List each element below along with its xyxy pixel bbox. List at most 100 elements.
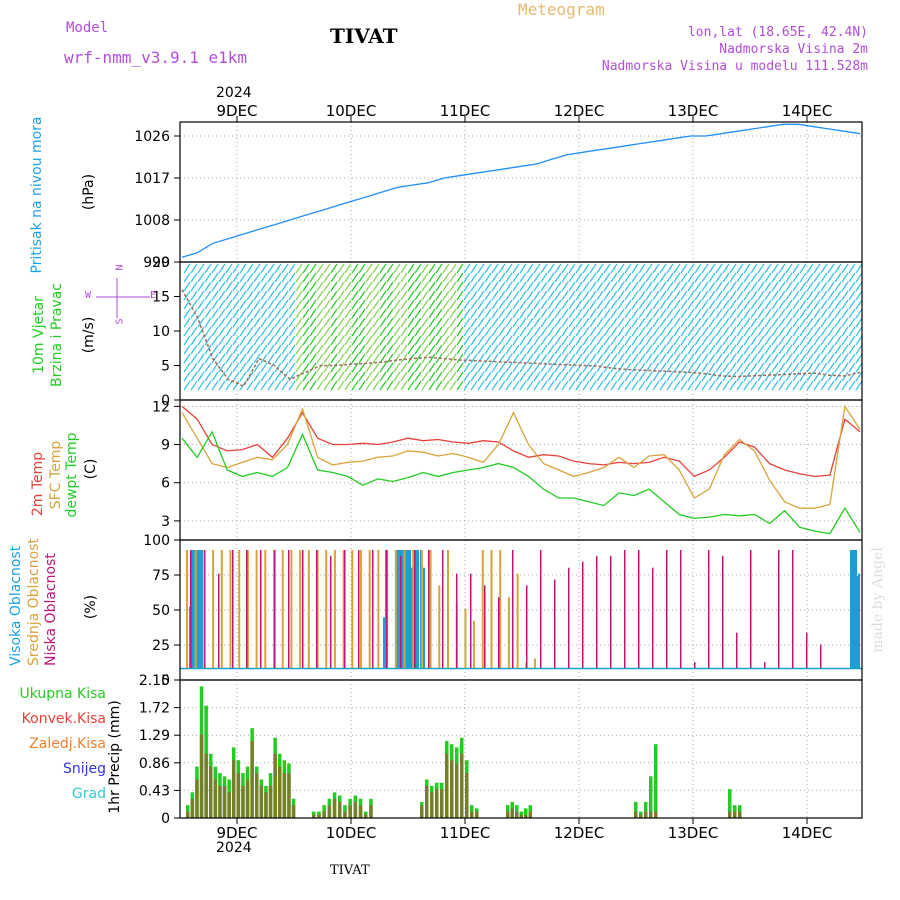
wind-barb bbox=[645, 317, 653, 328]
wind-barb bbox=[526, 317, 534, 328]
wind-barb bbox=[323, 281, 331, 292]
wind-barb bbox=[463, 263, 471, 274]
wind-barb bbox=[372, 272, 380, 283]
wind-barb bbox=[477, 281, 485, 292]
wind-barb bbox=[806, 317, 814, 328]
wind-barb bbox=[239, 299, 247, 310]
wind-barb bbox=[344, 299, 352, 310]
wind-barb bbox=[477, 308, 485, 319]
conv-precip-bar bbox=[186, 811, 190, 818]
wind-barb bbox=[442, 290, 450, 301]
wind-barb bbox=[575, 281, 583, 292]
wind-barb bbox=[596, 380, 604, 391]
wind-barb bbox=[379, 362, 387, 373]
conv-precip-bar bbox=[430, 792, 434, 818]
wind-barb bbox=[358, 263, 366, 274]
wind-barb bbox=[512, 344, 520, 355]
elevation-label: Nadmorska Visina 2m bbox=[719, 42, 868, 57]
wind-barb bbox=[519, 335, 527, 346]
wind-barb bbox=[820, 308, 828, 319]
low-cloud-bar bbox=[316, 550, 318, 668]
wind-barb bbox=[722, 263, 730, 274]
conv-precip-bar bbox=[738, 811, 742, 818]
wind-barb bbox=[211, 263, 219, 274]
wind-barb bbox=[309, 290, 317, 301]
wind-barb bbox=[379, 335, 387, 346]
wind-barb bbox=[638, 335, 646, 346]
wind-barb bbox=[785, 371, 793, 382]
wind-barb bbox=[246, 272, 254, 283]
wind-barb bbox=[288, 362, 296, 373]
wind-barb bbox=[211, 326, 219, 337]
wind-barb bbox=[337, 299, 345, 310]
wind-barb bbox=[834, 272, 842, 283]
wind-barb bbox=[680, 281, 688, 292]
wind-barb bbox=[708, 353, 716, 364]
wind-barb bbox=[365, 281, 373, 292]
wind-barb bbox=[855, 371, 863, 382]
wind-barb bbox=[603, 281, 611, 292]
wind-barb bbox=[799, 353, 807, 364]
wind-barb bbox=[610, 362, 618, 373]
wind-barb bbox=[449, 344, 457, 355]
low-cloud-bar bbox=[456, 573, 458, 668]
wind-barb bbox=[197, 371, 205, 382]
wind-barb bbox=[456, 308, 464, 319]
wind-barb bbox=[449, 290, 457, 301]
cloud-ytick-label-0: 0 bbox=[161, 673, 170, 689]
wind-barb bbox=[246, 344, 254, 355]
wind-barb bbox=[484, 362, 492, 373]
wind-barb bbox=[512, 371, 520, 382]
wind-barb bbox=[435, 290, 443, 301]
wind-barb bbox=[785, 335, 793, 346]
wind-barb bbox=[372, 326, 380, 337]
wind-barb bbox=[344, 371, 352, 382]
wind-barb bbox=[470, 308, 478, 319]
wind-barb bbox=[400, 263, 408, 274]
low-cloud-bar bbox=[302, 550, 304, 668]
wind-barb bbox=[393, 272, 401, 283]
wind-barb bbox=[309, 380, 317, 391]
wind-barb bbox=[183, 263, 191, 274]
wind-barb bbox=[218, 263, 226, 274]
conv-precip-bar bbox=[222, 785, 227, 818]
wind-barb bbox=[386, 326, 394, 337]
wind-barb bbox=[582, 263, 590, 274]
wind-barb bbox=[841, 335, 849, 346]
wind-barb bbox=[197, 263, 205, 274]
wind-barb bbox=[260, 308, 268, 319]
wind-barb bbox=[694, 299, 702, 310]
wind-barb bbox=[484, 335, 492, 346]
wind-barb bbox=[393, 371, 401, 382]
wind-barb bbox=[260, 272, 268, 283]
wind-barb bbox=[330, 281, 338, 292]
wind-barb bbox=[253, 371, 261, 382]
wind-barb bbox=[561, 371, 569, 382]
wind-barb bbox=[533, 326, 541, 337]
precip-unit: 1hr Precip (mm) bbox=[107, 700, 123, 814]
wind-barb bbox=[757, 353, 765, 364]
wind-barb bbox=[470, 263, 478, 274]
wind-barb bbox=[281, 263, 289, 274]
wind-barb bbox=[764, 317, 772, 328]
wind-barb bbox=[582, 335, 590, 346]
wind-barb bbox=[260, 344, 268, 355]
wind-barb bbox=[729, 335, 737, 346]
wind-barb bbox=[253, 317, 261, 328]
wind-barb bbox=[806, 380, 814, 391]
wind-barb bbox=[470, 317, 478, 328]
wind-barb bbox=[526, 299, 534, 310]
mid-cloud-label: Srednja Oblacnost bbox=[26, 538, 42, 666]
wind-barb bbox=[337, 290, 345, 301]
bottom-day-label-4: 13DEC bbox=[668, 824, 719, 842]
wind-barb bbox=[848, 272, 856, 283]
low-cloud-bar bbox=[722, 555, 724, 668]
wind-barb bbox=[365, 335, 373, 346]
wind-barb bbox=[274, 290, 282, 301]
wind-barb bbox=[701, 290, 709, 301]
wind-barb bbox=[848, 308, 856, 319]
conv-precip-bar bbox=[639, 814, 643, 818]
wind-barb bbox=[631, 362, 639, 373]
wind-barb bbox=[274, 308, 282, 319]
temp-2m-line bbox=[181, 405, 861, 478]
